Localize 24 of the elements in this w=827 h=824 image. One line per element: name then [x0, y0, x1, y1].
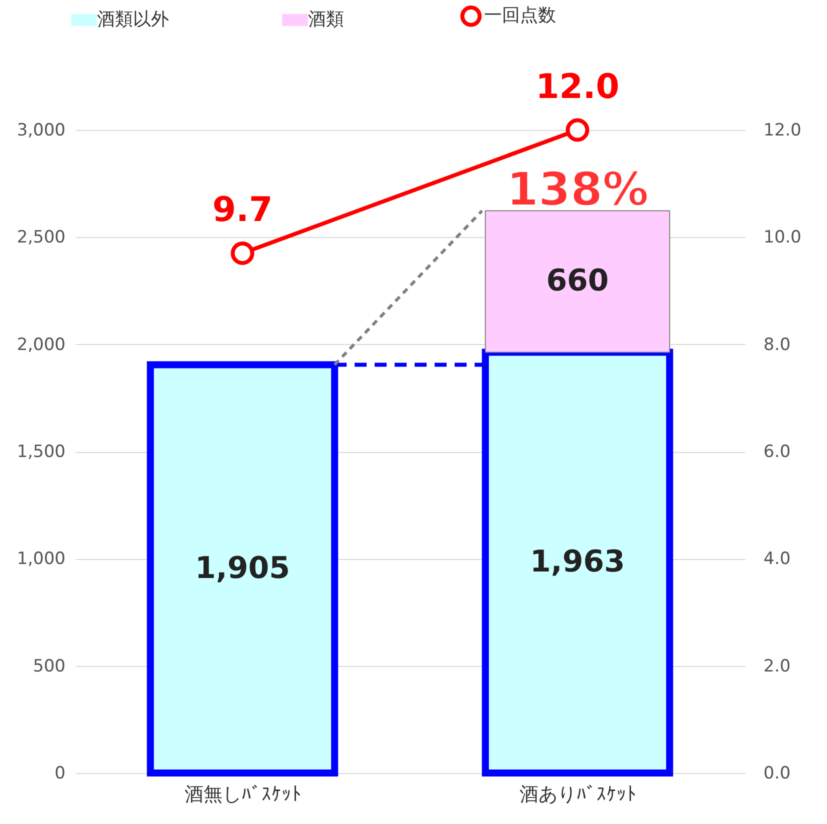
- y-tick-label: 1,000: [16, 549, 66, 570]
- y2-tick-label: 4.0: [764, 549, 791, 570]
- legend-label: 酒類以外: [97, 9, 169, 30]
- y-tick-label: 1,500: [16, 442, 66, 462]
- legend-label: 一回点数: [484, 5, 556, 26]
- data-label: 1,963: [530, 544, 625, 580]
- data-label: 660: [546, 264, 609, 299]
- data-label: 12.0: [536, 67, 620, 107]
- data-label: 9.7: [212, 190, 273, 230]
- y2-tick-label: 8.0: [764, 334, 791, 355]
- x-tick-label: 酒無しﾊﾞｽｹｯﾄ: [184, 784, 302, 806]
- y-tick-label: 500: [33, 656, 66, 676]
- y2-tick-label: 10.0: [764, 228, 802, 248]
- y2-tick-label: 6.0: [764, 442, 791, 462]
- legend-label: 酒類: [308, 9, 344, 30]
- y-tick-label: 2,500: [16, 228, 66, 248]
- data-label: 1,905: [195, 550, 290, 586]
- x-tick-label: 酒ありﾊﾞｽｹｯﾄ: [520, 784, 636, 806]
- y2-tick-label: 2.0: [764, 656, 791, 676]
- y-tick-label: 0: [54, 764, 66, 784]
- y-tick-label: 3,000: [16, 120, 66, 140]
- y2-tick-label: 0.0: [764, 764, 791, 784]
- y2-tick-label: 12.0: [764, 120, 802, 140]
- y-tick-label: 2,000: [16, 334, 66, 355]
